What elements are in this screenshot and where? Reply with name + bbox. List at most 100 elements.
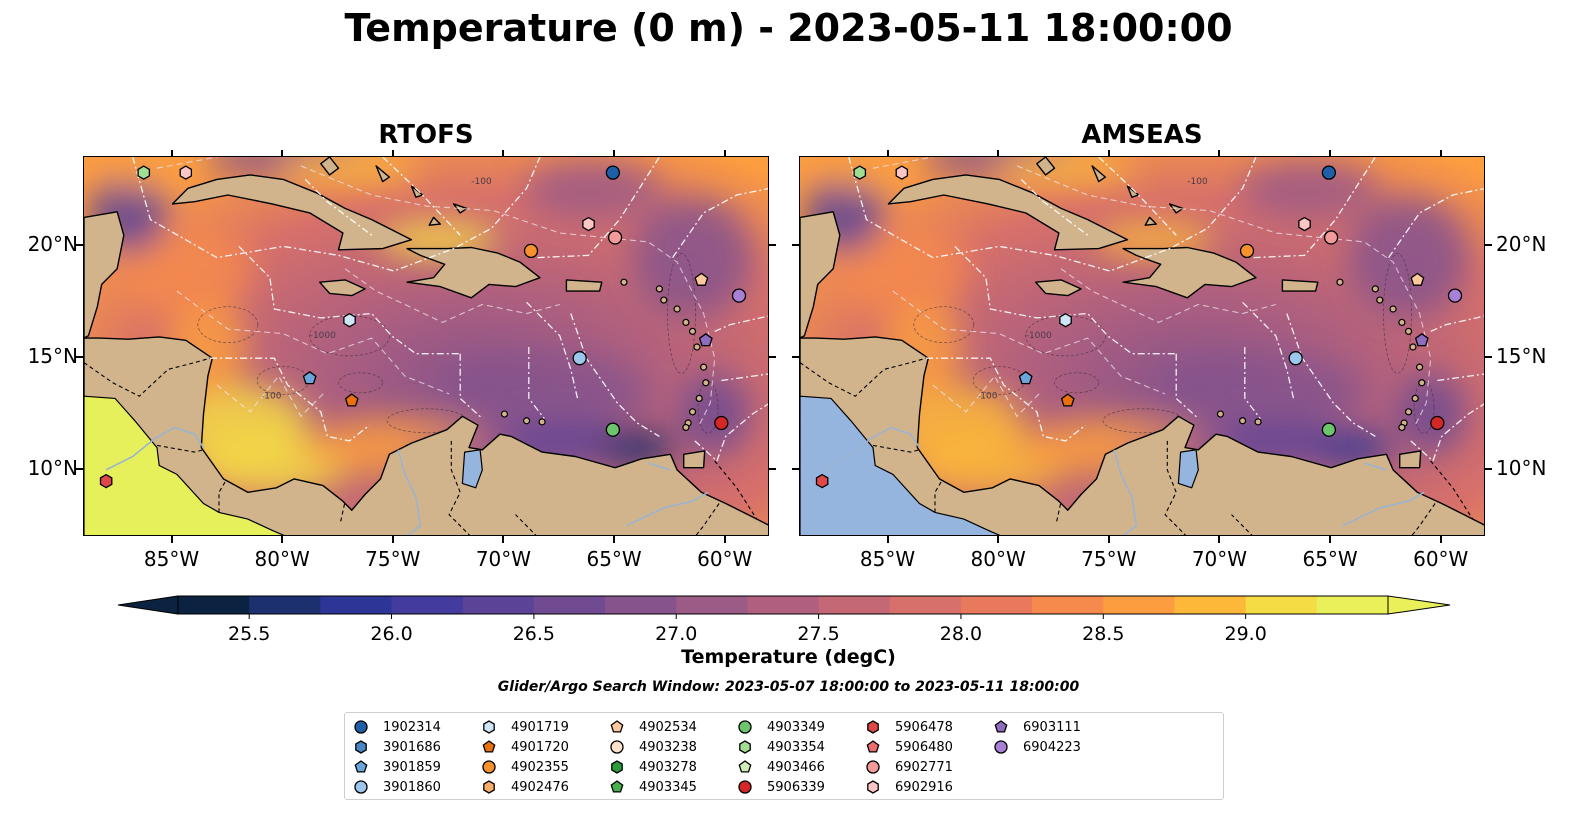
float-marker-6902916 (179, 165, 193, 180)
hexagon-marker-icon (483, 780, 495, 794)
legend-marker (355, 740, 367, 754)
lake-maracaibo (461, 449, 483, 489)
eez-boundaries (848, 157, 1484, 463)
lat-tick-mark-right (1485, 467, 1492, 470)
lon-tick-mark-top (723, 150, 726, 157)
legend-item-4903278: 4903278 (609, 757, 737, 777)
map-panel-rtofs[interactable]: -100 -1000 -100 (83, 156, 769, 536)
panel-title-amseas: AMSEAS (1081, 120, 1203, 150)
float-marker-1902314 (605, 165, 621, 180)
bahamas-island (1036, 157, 1056, 176)
lesser-antilles (500, 278, 710, 432)
hexagon-marker-icon (867, 780, 879, 794)
colorbar-tick-label: 26.5 (513, 623, 555, 645)
pentagon-marker-icon (610, 780, 624, 793)
legend-marker (611, 760, 623, 774)
float-marker-4903349 (605, 422, 621, 437)
legend-label: 5906478 (895, 719, 953, 735)
lat-tick-label-left: 10°N (27, 455, 78, 480)
float-marker-4903354 (137, 165, 151, 180)
country-borders (84, 357, 758, 535)
legend-label: 5906480 (895, 739, 953, 755)
lon-tick-mark (391, 536, 394, 543)
hexagon-marker-icon (355, 740, 367, 754)
lesser-antilles (1216, 278, 1426, 432)
trinidad-land (1399, 450, 1422, 469)
colorbar-tick-label: 27.5 (797, 623, 839, 645)
circle-marker-icon (738, 780, 752, 794)
legend-item-4903238: 4903238 (609, 737, 737, 757)
hexagon-marker-icon (739, 740, 751, 754)
cuba-land (171, 174, 413, 251)
float-marker-6902771 (1323, 230, 1339, 245)
float-marker-6903111 (1414, 332, 1429, 347)
legend-label: 3901859 (383, 759, 441, 775)
pacific-coast (800, 395, 1001, 535)
legend-label: 3901686 (383, 739, 441, 755)
legend-item-3901859: 3901859 (353, 757, 481, 777)
lon-tick-label: 65°W (586, 547, 642, 571)
lon-tick-mark-top (1439, 150, 1442, 157)
lon-tick-mark-top (502, 150, 505, 157)
bathymetry-label: -100 (471, 177, 492, 187)
colorbar-segment (1032, 596, 1104, 614)
colorbar-segment (1103, 596, 1175, 614)
map-panel-amseas[interactable]: -100 -1000 -100 (799, 156, 1485, 536)
float-marker-3901860 (572, 351, 587, 366)
float-marker-5906339 (1430, 415, 1445, 431)
legend-label: 6903111 (1023, 719, 1081, 735)
float-legend: 1902314 3901686 3901859 3901860 4901719 49017… (344, 712, 1224, 800)
lat-tick-mark-right (769, 467, 776, 470)
lon-tick-mark-top (1329, 150, 1332, 157)
float-marker-4902534 (694, 272, 709, 286)
bathymetry-contours (197, 253, 719, 434)
depth-lines (872, 157, 1432, 426)
lon-tick-label: 80°W (254, 547, 310, 571)
hispaniola-land (1122, 246, 1257, 299)
colorbar-segment (818, 596, 891, 614)
legend-marker (866, 760, 880, 774)
legend-marker (483, 780, 495, 794)
rivers (821, 426, 1425, 535)
lon-tick-mark (723, 536, 726, 543)
lon-tick-mark-top (1107, 150, 1110, 157)
lon-tick-mark (170, 536, 173, 543)
lon-tick-mark-top (613, 150, 616, 157)
jamaica-land (1034, 279, 1082, 297)
lat-tick-mark (76, 467, 83, 470)
float-marker-3901859 (1018, 370, 1033, 385)
lon-tick-mark-top (170, 150, 173, 157)
colorbar-min-extend (117, 595, 179, 615)
puerto-rico-land (565, 279, 603, 292)
legend-item-6903111: 6903111 (993, 717, 1121, 737)
legend-label: 1902314 (383, 719, 441, 735)
pentagon-marker-icon (354, 760, 368, 773)
figure-title: Temperature (0 m) - 2023-05-11 18:00:00 (344, 6, 1233, 50)
legend-marker (482, 740, 496, 753)
bahamas-island (410, 185, 424, 198)
legend-item-6902916: 6902916 (865, 777, 993, 797)
lat-tick-label-right: 15°N (1496, 344, 1547, 369)
legend-marker (483, 720, 495, 734)
legend-label: 4902476 (511, 779, 569, 795)
legend-item-3901686: 3901686 (353, 737, 481, 757)
float-marker-6902771 (607, 230, 623, 245)
float-marker-4902534 (1410, 272, 1425, 286)
lon-tick-mark (1107, 536, 1110, 543)
lon-tick-label: 70°W (475, 547, 532, 571)
lon-tick-mark-top (281, 150, 284, 157)
lat-tick-mark-right (769, 244, 776, 247)
legend-item-5906480: 5906480 (865, 737, 993, 757)
lat-tick-mark (792, 356, 799, 359)
lon-tick-mark-top (391, 150, 394, 157)
lat-tick-label-left: 15°N (27, 344, 78, 369)
colorbar-tick-label: 28.5 (1082, 623, 1124, 645)
legend-marker (354, 780, 368, 794)
hexagon-marker-icon (867, 720, 879, 734)
lon-tick-label: 75°W (1081, 547, 1137, 571)
legend-label: 6904223 (1023, 739, 1081, 755)
colorbar-segment (462, 596, 535, 614)
float-marker-6904223 (731, 288, 747, 303)
pentagon-marker-icon (866, 740, 880, 753)
lake-maracaibo (1177, 449, 1199, 489)
